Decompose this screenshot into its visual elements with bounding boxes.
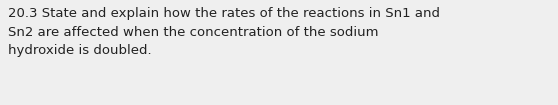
Text: 20.3 State and explain how the rates of the reactions in Sn1 and
Sn2 are affecte: 20.3 State and explain how the rates of … [8,7,440,57]
